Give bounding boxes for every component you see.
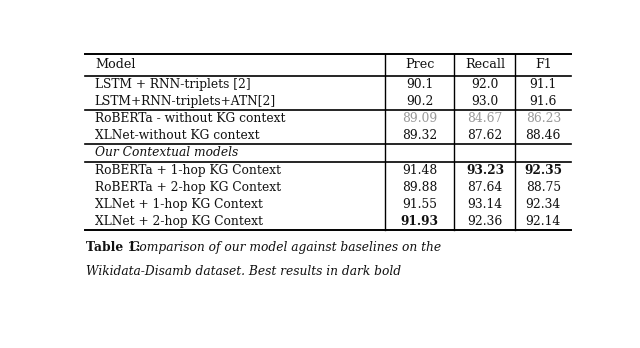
Text: 92.36: 92.36 bbox=[467, 215, 502, 228]
Text: 89.32: 89.32 bbox=[402, 129, 437, 142]
Text: Model: Model bbox=[95, 58, 136, 71]
Text: Wikidata-Disamb dataset. Best results in dark bold: Wikidata-Disamb dataset. Best results in… bbox=[86, 265, 401, 278]
Text: 93.23: 93.23 bbox=[466, 164, 504, 177]
Text: 93.0: 93.0 bbox=[471, 95, 499, 108]
Text: XLNet + 2-hop KG Context: XLNet + 2-hop KG Context bbox=[95, 215, 263, 228]
Text: 88.75: 88.75 bbox=[525, 181, 561, 194]
Text: RoBERTa + 2-hop KG Context: RoBERTa + 2-hop KG Context bbox=[95, 181, 281, 194]
Text: Table 1:: Table 1: bbox=[86, 241, 145, 254]
Text: RoBERTa - without KG context: RoBERTa - without KG context bbox=[95, 112, 285, 125]
Text: 91.93: 91.93 bbox=[401, 215, 439, 228]
Text: 90.2: 90.2 bbox=[406, 95, 433, 108]
Text: 87.64: 87.64 bbox=[467, 181, 502, 194]
Text: 86.23: 86.23 bbox=[525, 112, 561, 125]
Text: 89.88: 89.88 bbox=[402, 181, 438, 194]
Text: LSTM + RNN-triplets [2]: LSTM + RNN-triplets [2] bbox=[95, 78, 250, 91]
Text: 91.48: 91.48 bbox=[402, 164, 437, 177]
Text: 88.46: 88.46 bbox=[525, 129, 561, 142]
Text: Our Contextual models: Our Contextual models bbox=[95, 147, 238, 159]
Text: RoBERTa + 1-hop KG Context: RoBERTa + 1-hop KG Context bbox=[95, 164, 281, 177]
Text: 92.0: 92.0 bbox=[471, 78, 499, 91]
Text: 93.14: 93.14 bbox=[467, 198, 502, 211]
Text: 90.1: 90.1 bbox=[406, 78, 433, 91]
Text: 92.14: 92.14 bbox=[525, 215, 561, 228]
Text: XLNet-without KG context: XLNet-without KG context bbox=[95, 129, 259, 142]
Text: F1: F1 bbox=[535, 58, 552, 71]
Text: 84.67: 84.67 bbox=[467, 112, 502, 125]
Text: LSTM+RNN-triplets+ATN[2]: LSTM+RNN-triplets+ATN[2] bbox=[95, 95, 276, 108]
Text: 91.6: 91.6 bbox=[529, 95, 557, 108]
Text: Recall: Recall bbox=[465, 58, 505, 71]
Text: 89.09: 89.09 bbox=[402, 112, 437, 125]
Text: Comparison of our model against baselines on the: Comparison of our model against baseline… bbox=[129, 241, 441, 254]
Text: 91.1: 91.1 bbox=[530, 78, 557, 91]
Text: Prec: Prec bbox=[405, 58, 435, 71]
Text: 92.35: 92.35 bbox=[524, 164, 563, 177]
Text: 91.55: 91.55 bbox=[403, 198, 437, 211]
Text: 87.62: 87.62 bbox=[467, 129, 502, 142]
Text: 92.34: 92.34 bbox=[525, 198, 561, 211]
Text: XLNet + 1-hop KG Context: XLNet + 1-hop KG Context bbox=[95, 198, 263, 211]
